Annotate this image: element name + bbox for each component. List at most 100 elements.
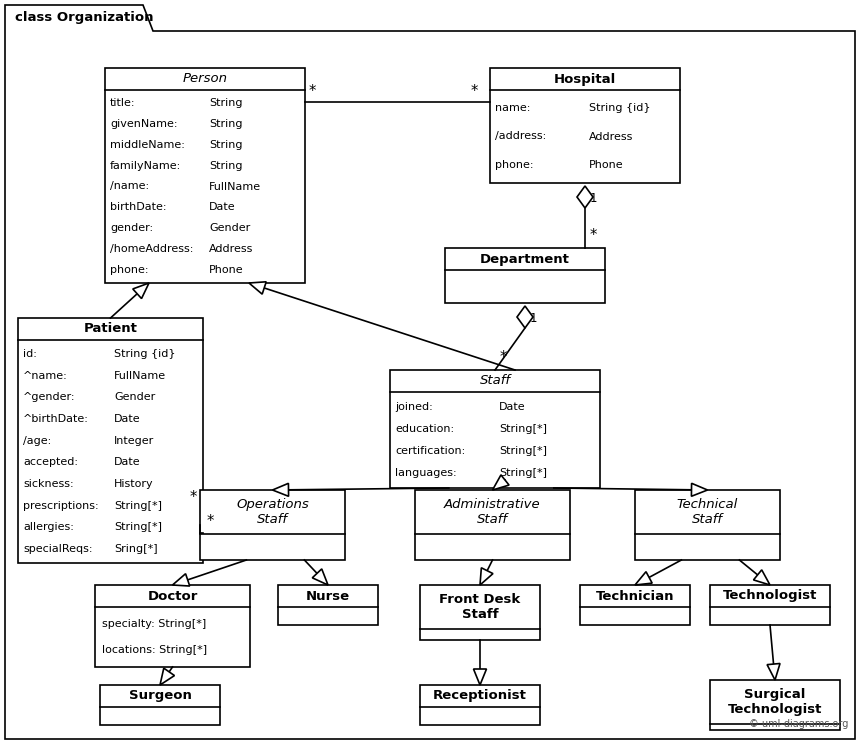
- Text: Date: Date: [114, 414, 141, 424]
- Bar: [710, 680, 840, 730]
- Text: Address: Address: [589, 131, 633, 141]
- Text: Person: Person: [182, 72, 228, 85]
- Text: Operations
Staff: Operations Staff: [237, 498, 309, 526]
- Text: Nurse: Nurse: [306, 589, 350, 603]
- Bar: [18, 318, 203, 563]
- Polygon shape: [753, 570, 770, 585]
- Bar: [390, 370, 600, 488]
- Text: familyName:: familyName:: [110, 161, 181, 171]
- Text: String {id}: String {id}: [589, 103, 650, 114]
- Text: gender:: gender:: [110, 223, 153, 233]
- Text: /name:: /name:: [110, 182, 149, 191]
- Text: birthDate:: birthDate:: [110, 202, 167, 212]
- Bar: [95, 585, 250, 667]
- Text: Surgical
Technologist: Surgical Technologist: [728, 688, 822, 716]
- Text: Integer: Integer: [114, 436, 155, 446]
- Text: Date: Date: [114, 457, 141, 468]
- Text: 1: 1: [530, 312, 538, 326]
- Text: givenName:: givenName:: [110, 120, 177, 129]
- Text: *: *: [309, 84, 316, 99]
- Text: Department: Department: [480, 252, 570, 265]
- Text: String: String: [209, 161, 243, 171]
- Text: sickness:: sickness:: [23, 479, 74, 489]
- Text: Hospital: Hospital: [554, 72, 616, 85]
- Text: ^birthDate:: ^birthDate:: [23, 414, 89, 424]
- Text: Administrative
Staff: Administrative Staff: [444, 498, 541, 526]
- Text: certification:: certification:: [395, 446, 465, 456]
- Text: Gender: Gender: [114, 392, 156, 403]
- Text: Receptionist: Receptionist: [433, 689, 527, 702]
- Text: String[*]: String[*]: [499, 468, 547, 479]
- Text: *: *: [590, 228, 598, 243]
- Text: Date: Date: [209, 202, 236, 212]
- Text: String[*]: String[*]: [499, 424, 547, 434]
- Text: Patient: Patient: [83, 323, 138, 335]
- Bar: [420, 685, 540, 725]
- Polygon shape: [249, 282, 267, 294]
- Polygon shape: [577, 186, 593, 208]
- Text: phone:: phone:: [110, 264, 149, 274]
- Text: Gender: Gender: [209, 223, 250, 233]
- Polygon shape: [160, 668, 175, 685]
- Text: specialReqs:: specialReqs:: [23, 544, 93, 554]
- Text: String: String: [209, 120, 243, 129]
- Bar: [100, 685, 220, 725]
- Text: String: String: [209, 140, 243, 150]
- Polygon shape: [312, 569, 328, 585]
- Text: Date: Date: [499, 401, 525, 412]
- Text: *: *: [207, 514, 214, 529]
- Bar: [105, 68, 305, 283]
- Text: locations: String[*]: locations: String[*]: [102, 645, 207, 655]
- Polygon shape: [493, 475, 509, 490]
- Text: Staff: Staff: [480, 374, 511, 388]
- Polygon shape: [767, 663, 780, 680]
- Text: title:: title:: [110, 99, 136, 108]
- Text: String: String: [209, 99, 243, 108]
- Text: Phone: Phone: [209, 264, 243, 274]
- Polygon shape: [173, 574, 190, 586]
- Text: name:: name:: [495, 103, 531, 114]
- Text: phone:: phone:: [495, 160, 533, 170]
- Text: *: *: [470, 84, 478, 99]
- Text: Phone: Phone: [589, 160, 624, 170]
- Text: Address: Address: [209, 244, 254, 254]
- Bar: [710, 585, 830, 625]
- Text: Technical
Staff: Technical Staff: [677, 498, 738, 526]
- Text: Technician: Technician: [596, 589, 674, 603]
- Text: class Organization: class Organization: [15, 11, 153, 25]
- Bar: [490, 68, 680, 183]
- Polygon shape: [474, 669, 487, 685]
- Text: languages:: languages:: [395, 468, 457, 479]
- Bar: [580, 585, 690, 625]
- Text: *: *: [189, 490, 197, 505]
- Polygon shape: [5, 5, 855, 739]
- Text: Technologist: Technologist: [722, 589, 817, 603]
- Text: © uml-diagrams.org: © uml-diagrams.org: [748, 719, 848, 729]
- Polygon shape: [480, 568, 493, 585]
- Text: /age:: /age:: [23, 436, 52, 446]
- Text: education:: education:: [395, 424, 454, 434]
- Text: 1: 1: [590, 193, 598, 205]
- Text: Sring[*]: Sring[*]: [114, 544, 158, 554]
- Text: ^gender:: ^gender:: [23, 392, 76, 403]
- Text: FullName: FullName: [209, 182, 261, 191]
- Text: ^name:: ^name:: [23, 371, 68, 381]
- Text: specialty: String[*]: specialty: String[*]: [102, 619, 206, 629]
- Text: *: *: [500, 350, 507, 365]
- Text: allergies:: allergies:: [23, 522, 74, 533]
- Text: String[*]: String[*]: [499, 446, 547, 456]
- Bar: [445, 248, 605, 303]
- Text: FullName: FullName: [114, 371, 166, 381]
- Bar: [278, 585, 378, 625]
- Text: String[*]: String[*]: [114, 500, 163, 511]
- Text: accepted:: accepted:: [23, 457, 78, 468]
- Polygon shape: [273, 483, 289, 496]
- Bar: [415, 490, 570, 560]
- Polygon shape: [517, 306, 533, 328]
- Text: Doctor: Doctor: [147, 589, 198, 603]
- Polygon shape: [635, 571, 652, 585]
- Bar: [420, 585, 540, 640]
- Text: id:: id:: [23, 349, 37, 359]
- Text: /address:: /address:: [495, 131, 546, 141]
- Text: String {id}: String {id}: [114, 349, 175, 359]
